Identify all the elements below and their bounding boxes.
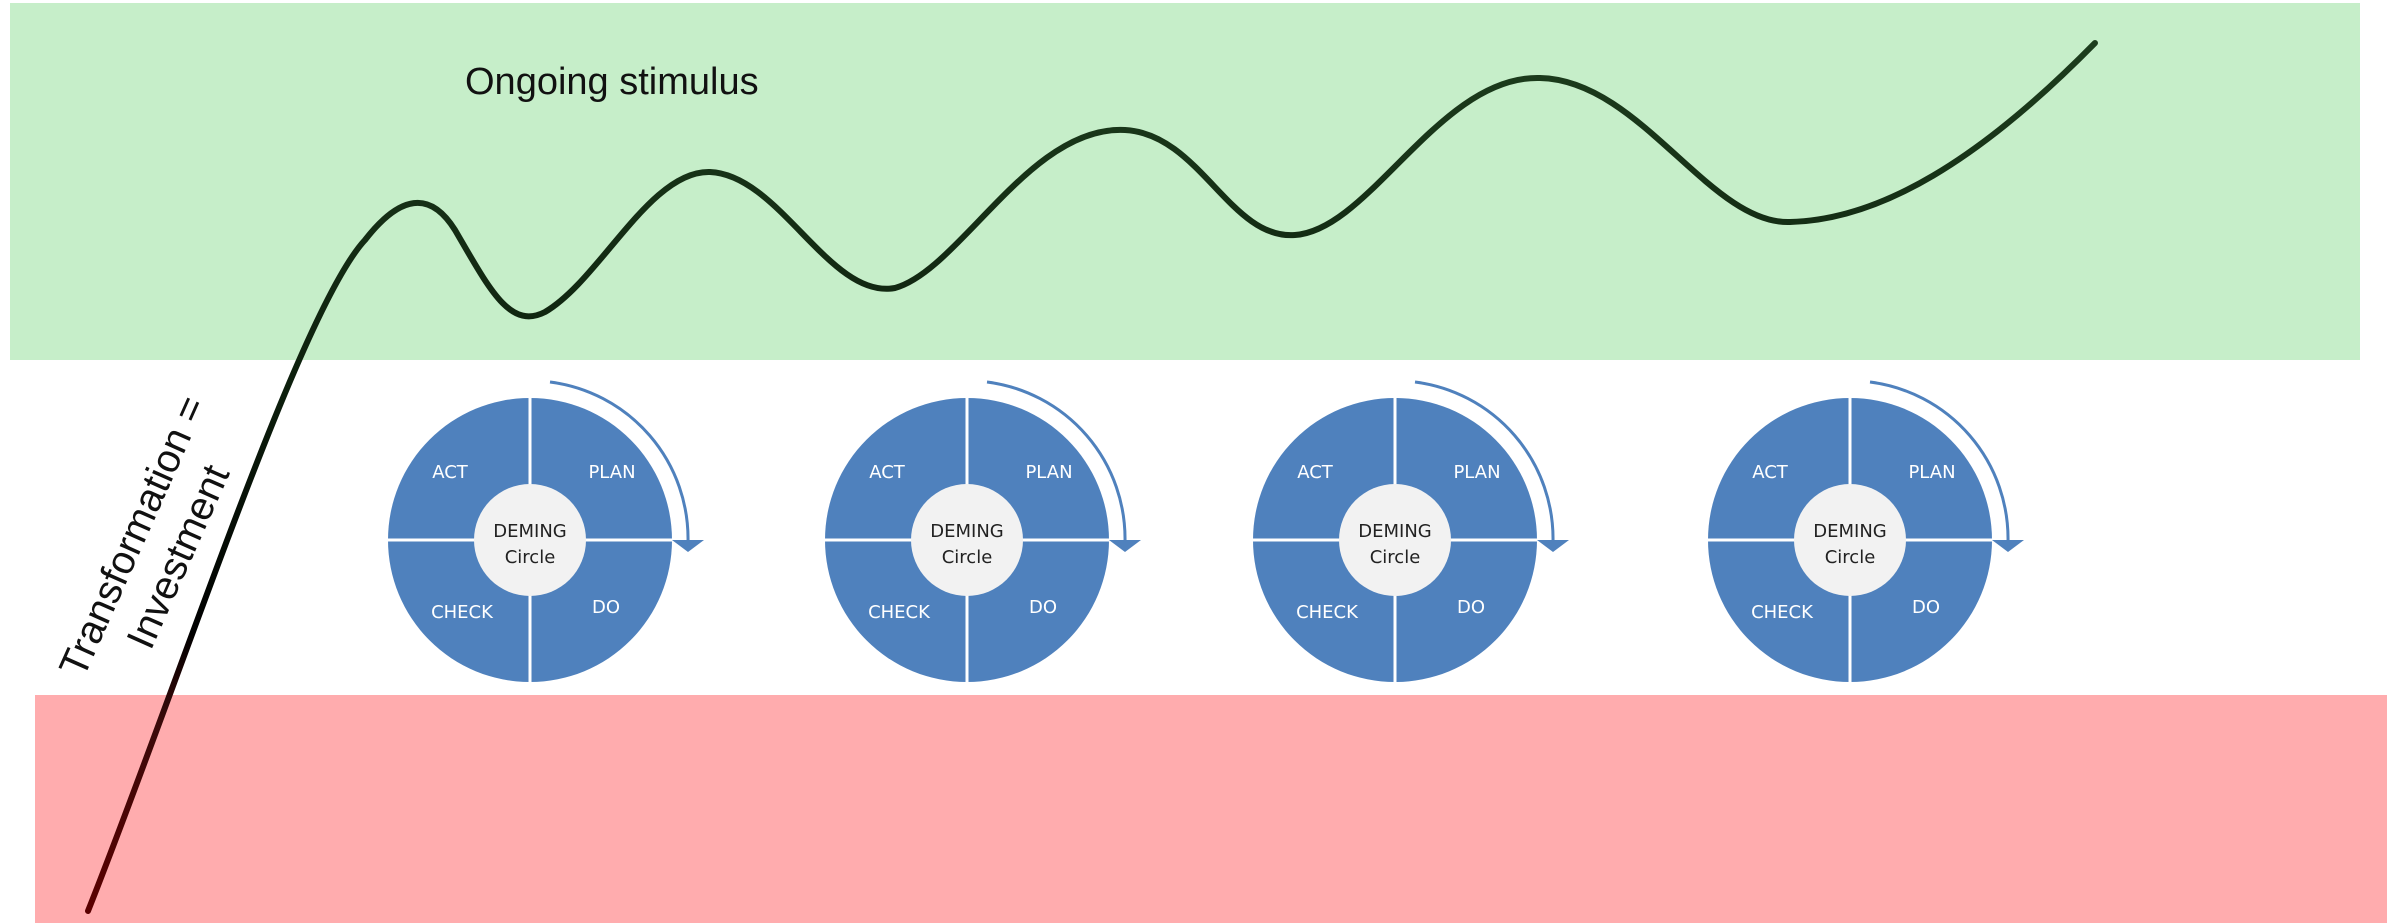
deming-circle: ACT PLAN CHECK DO DEMING Circle — [825, 380, 1141, 682]
deming-plan-label: PLAN — [1025, 462, 1072, 483]
cycle-arrow — [549, 380, 690, 543]
deming-plan-label: PLAN — [1908, 462, 1955, 483]
deming-core — [474, 484, 586, 596]
deming-do-label: DO — [1029, 597, 1057, 618]
deming-circle: ACT PLAN CHECK DO DEMING Circle — [1708, 380, 2024, 682]
deming-plan-label: PLAN — [1453, 462, 1500, 483]
stimulus-label: Ongoing stimulus — [465, 61, 759, 103]
deming-core-line2: Circle — [942, 547, 993, 568]
deming-act-label: ACT — [432, 462, 469, 483]
deming-act-label: ACT — [1297, 462, 1334, 483]
cycle-arrowhead — [672, 540, 704, 552]
stimulus-band — [10, 3, 2360, 360]
deming-core-line2: Circle — [1825, 547, 1876, 568]
deming-core — [911, 484, 1023, 596]
deming-circles: ACT PLAN CHECK DO DEMING Circle ACT PLAN CHECK DO… — [388, 380, 2024, 682]
deming-core-line1: DEMING — [1813, 521, 1887, 542]
deming-check-label: CHECK — [431, 602, 494, 623]
cycle-arrowhead — [1992, 540, 2024, 552]
cycle-arrow — [986, 380, 1127, 543]
investment-label: Transformation = Investment — [51, 390, 238, 684]
deming-core-line2: Circle — [1370, 547, 1421, 568]
cycle-arrowhead — [1537, 540, 1569, 552]
deming-check-label: CHECK — [1751, 602, 1814, 623]
deming-do-label: DO — [1912, 597, 1940, 618]
deming-core — [1794, 484, 1906, 596]
deming-core-line1: DEMING — [1358, 521, 1432, 542]
risk-band — [35, 695, 2387, 923]
deming-check-label: CHECK — [1296, 602, 1359, 623]
deming-do-label: DO — [1457, 597, 1485, 618]
deming-circle: ACT PLAN CHECK DO DEMING Circle — [388, 380, 704, 682]
deming-core-line1: DEMING — [493, 521, 567, 542]
deming-core-line1: DEMING — [930, 521, 1004, 542]
deming-core — [1339, 484, 1451, 596]
deming-circle: ACT PLAN CHECK DO DEMING Circle — [1253, 380, 1569, 682]
deming-act-label: ACT — [869, 462, 906, 483]
deming-do-label: DO — [592, 597, 620, 618]
deming-act-label: ACT — [1752, 462, 1789, 483]
deming-check-label: CHECK — [868, 602, 931, 623]
deming-core-line2: Circle — [505, 547, 556, 568]
cycle-arrow — [1414, 380, 1555, 543]
performance-curve — [85, 40, 2098, 914]
deming-plan-label: PLAN — [588, 462, 635, 483]
cycle-arrow — [1869, 380, 2010, 543]
cycle-arrowhead — [1109, 540, 1141, 552]
